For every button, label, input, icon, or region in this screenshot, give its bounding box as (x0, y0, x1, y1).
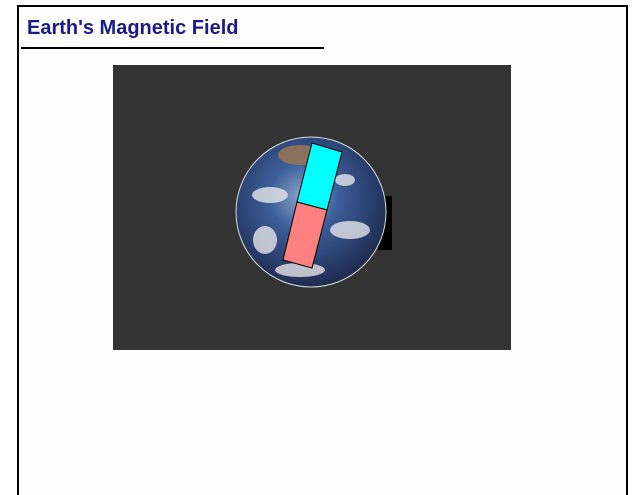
title-underline (21, 47, 324, 49)
earth-clouds (252, 174, 370, 277)
slide-title: Earth's Magnetic Field (27, 17, 239, 39)
magnet-south (282, 201, 328, 269)
